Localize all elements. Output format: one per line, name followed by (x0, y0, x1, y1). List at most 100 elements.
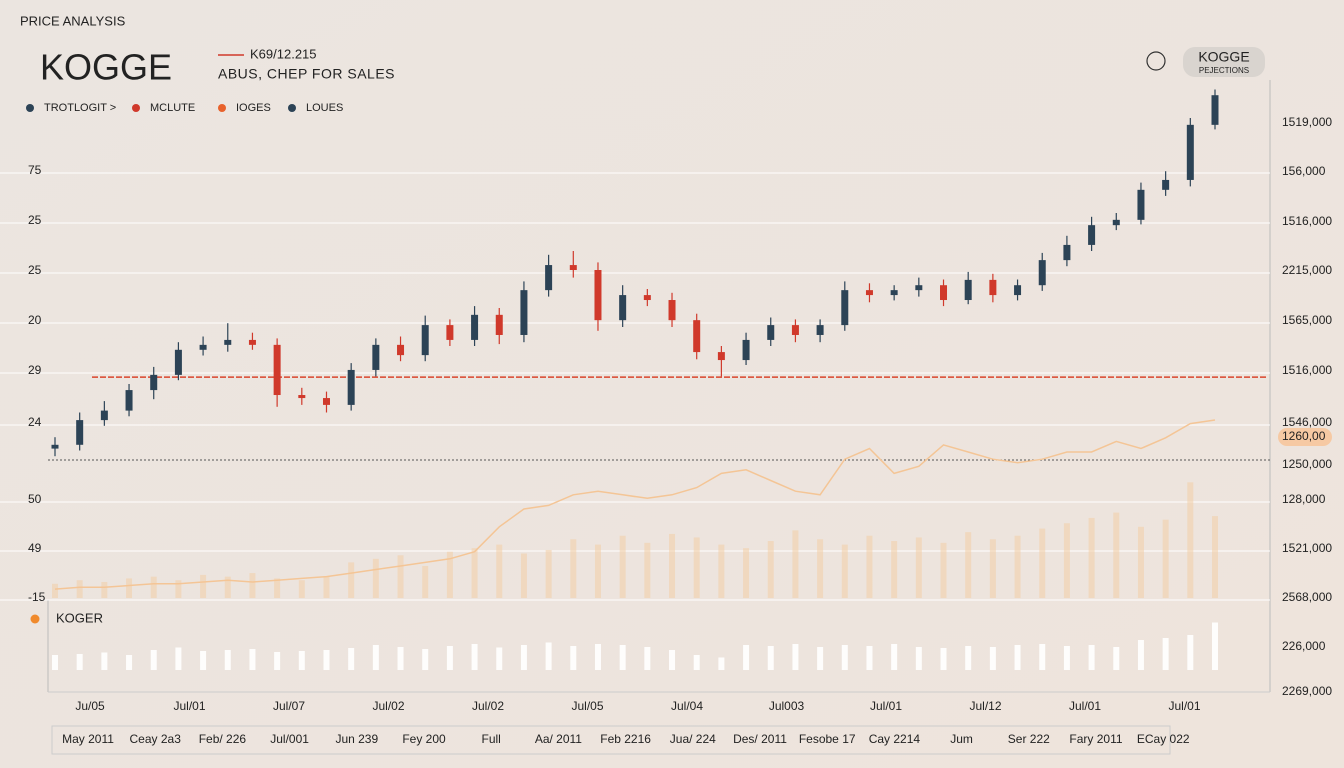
candle-body (890, 290, 898, 296)
activity-bar (471, 644, 478, 670)
left-label: 25 (28, 213, 42, 227)
volume-bar (594, 544, 601, 598)
volume-bar (1187, 482, 1194, 598)
candle-body (742, 339, 750, 361)
volume-bar (570, 539, 577, 598)
x-label: Jul/04 (671, 699, 703, 713)
volume-bar (718, 544, 725, 598)
candle-body (125, 390, 133, 411)
button-subtext[interactable]: PEJECTIONS (1199, 66, 1249, 75)
x-label: Jul/01 (1069, 699, 1101, 713)
date-label: May 2011 (62, 732, 114, 746)
candle-body (545, 265, 553, 291)
volume-bar (644, 542, 651, 598)
volume-bar (1212, 516, 1218, 598)
candle-body (1211, 95, 1219, 125)
volume-bar (915, 537, 922, 598)
legend-dot (218, 104, 226, 112)
activity-bar (841, 645, 848, 670)
activity-bar (348, 648, 355, 670)
activity-bar (150, 650, 157, 670)
candle-body (347, 369, 355, 405)
volume-bar (446, 551, 453, 598)
projection-button[interactable] (1183, 47, 1265, 77)
candle-body (421, 325, 429, 356)
activity-bar (940, 648, 947, 670)
x-label: Jul/01 (870, 699, 902, 713)
candle-body (915, 285, 923, 291)
legend-label: MCLUTE (150, 102, 195, 114)
date-label: Aa/ 2011 (535, 732, 582, 746)
candle-body (717, 352, 725, 361)
activity-bar (76, 654, 83, 670)
volume-bar (1063, 523, 1070, 598)
activity-bar (989, 647, 996, 670)
activity-bar (644, 647, 651, 670)
legend-label: TROTLOGIT > (44, 102, 116, 114)
activity-bar (891, 644, 898, 670)
activity-bar (397, 647, 404, 670)
label-highlight (1278, 428, 1332, 446)
volume-bar (224, 576, 231, 598)
candle-body (1162, 179, 1170, 190)
date-label: Feb 2216 (600, 732, 651, 746)
activity-bar (817, 647, 824, 670)
volume-bar (1137, 526, 1144, 598)
activity-bar (200, 651, 207, 670)
volume-bar (298, 580, 305, 598)
candle-body (1137, 189, 1145, 220)
x-label: Jul/07 (273, 699, 305, 713)
activity-bar (1212, 622, 1218, 670)
candle-body (643, 295, 651, 301)
activity-bar (298, 651, 305, 670)
candle-body (767, 325, 775, 340)
left-label: 75 (28, 163, 42, 177)
candle-body (298, 395, 306, 399)
date-label: Jua/ 224 (670, 732, 716, 746)
right-label: 2215,000 (1282, 263, 1332, 277)
volume-bar (940, 542, 947, 598)
volume-bar (496, 544, 503, 598)
icon[interactable] (1146, 51, 1166, 71)
volume-bar (1162, 519, 1169, 598)
volume-bar (891, 541, 898, 598)
volume-bar (274, 578, 281, 598)
activity-bar (1113, 647, 1120, 670)
legend-dot (132, 104, 140, 112)
left-label: 29 (28, 363, 42, 377)
candle-body (495, 314, 503, 335)
candle-body (816, 325, 824, 335)
candle-body (569, 265, 577, 270)
activity-bar (792, 644, 799, 670)
panel-label: KOGER (56, 610, 103, 625)
x-label: Jul/02 (372, 699, 404, 713)
activity-bar (52, 655, 58, 670)
volume-bar (965, 532, 972, 598)
activity-bar (323, 650, 330, 670)
volume-bar (669, 533, 676, 598)
trend-line (54, 419, 1216, 590)
candle-body (865, 290, 873, 296)
volume-bar (471, 548, 478, 598)
right-label: 1250,000 (1282, 457, 1332, 471)
volume-bar (323, 576, 330, 598)
candle-body (322, 398, 330, 405)
x-label: Ju/05 (75, 699, 105, 713)
volume-bar (767, 541, 774, 598)
activity-bar (866, 646, 873, 670)
activity-bar (1039, 644, 1046, 670)
candle-body (619, 295, 627, 321)
candle-body (1112, 219, 1120, 226)
x-label: Jul/01 (173, 699, 205, 713)
activity-bar (422, 649, 429, 670)
legend-label: IOGES (236, 102, 271, 114)
button-text[interactable]: KOGGE (1198, 49, 1249, 65)
volume-bar (619, 535, 626, 598)
candle-body (248, 339, 256, 345)
volume-bar (52, 583, 58, 598)
activity-bar (545, 642, 552, 670)
volume-bar (200, 574, 207, 598)
date-label: Fary 2011 (1069, 732, 1122, 746)
volume-bar (866, 535, 873, 598)
